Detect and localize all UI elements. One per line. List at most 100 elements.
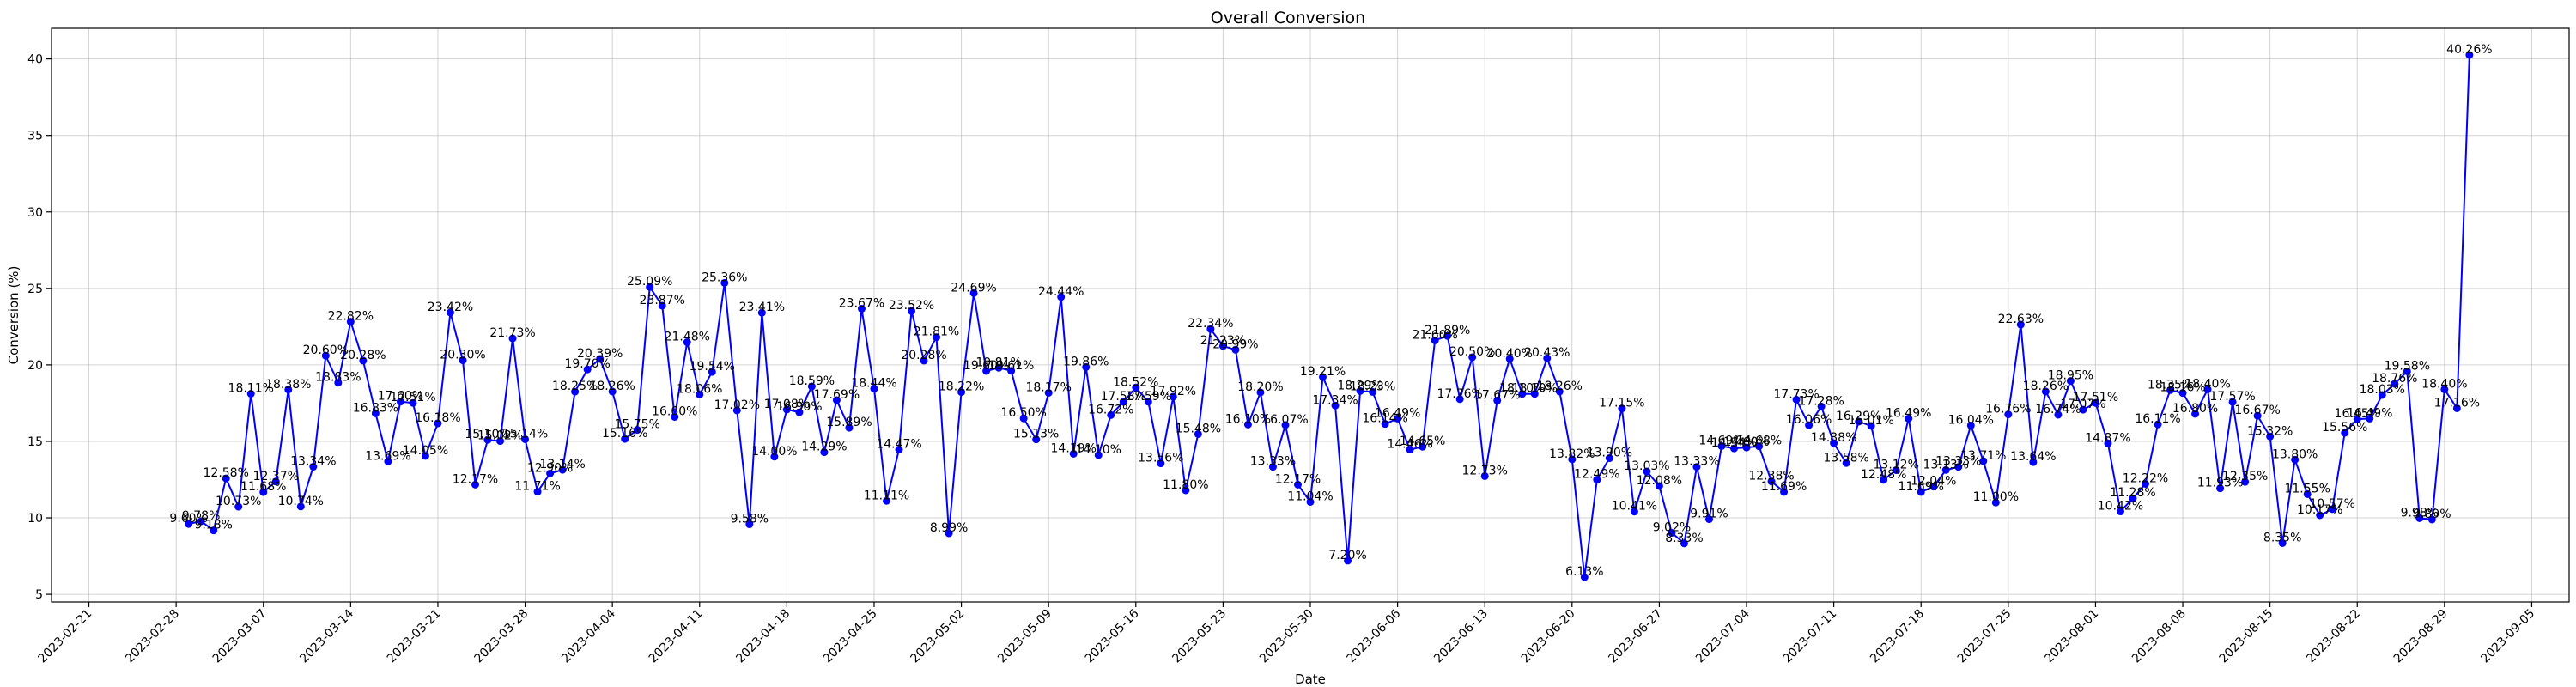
data-label: 15.10%: [465, 428, 510, 441]
data-label: 15.13%: [1013, 428, 1059, 441]
data-point: [1767, 477, 1776, 486]
data-point: [683, 338, 691, 347]
data-point: [2216, 484, 2225, 493]
data-label: 18.17%: [1025, 380, 1071, 394]
grid: [52, 28, 2569, 602]
data-label: 11.68%: [240, 480, 286, 494]
x-tick-label: 2023-04-25: [821, 607, 880, 666]
series-conversion: [185, 51, 2474, 581]
data-point: [1182, 486, 1190, 495]
data-label: 18.23%: [1350, 380, 1395, 393]
data-label: 13.33%: [1935, 455, 1981, 469]
data-label: 20.30%: [440, 349, 485, 362]
data-label: 18.26%: [589, 380, 635, 393]
data-label: 18.95%: [2048, 369, 2093, 383]
data-label: 15.56%: [2322, 421, 2367, 435]
data-label: 13.03%: [1624, 459, 1669, 473]
y-tick-label: 20: [27, 359, 43, 373]
data-label: 9.02%: [1653, 520, 1691, 534]
x-tick-label: 2023-05-23: [1170, 607, 1229, 666]
data-label: 21.60%: [1412, 328, 1457, 342]
data-point: [1605, 454, 1613, 463]
data-label: 23.41%: [739, 301, 785, 314]
y-tick-label: 40: [27, 53, 43, 67]
data-point: [2403, 367, 2411, 375]
y-tick-label: 10: [27, 512, 43, 526]
data-point: [1880, 476, 1888, 484]
data-point: [2378, 391, 2386, 399]
data-point: [745, 520, 754, 529]
data-point: [1344, 556, 1352, 565]
data-point: [2427, 515, 2436, 524]
data-label: 16.06%: [1786, 413, 1832, 427]
data-point: [571, 387, 580, 396]
data-label: 11.55%: [2284, 482, 2330, 495]
x-tick-label: 2023-07-25: [1955, 607, 2014, 666]
x-tick-label: 2023-07-18: [1868, 607, 1927, 666]
data-label: 19.86%: [1063, 355, 1109, 368]
data-point: [1805, 421, 1814, 429]
data-label: 11.28%: [2110, 486, 2155, 500]
x-tick-label: 2023-08-15: [2217, 607, 2276, 666]
x-tick-label: 2023-04-18: [733, 607, 793, 666]
data-point: [2166, 386, 2175, 394]
data-point: [2203, 385, 2212, 393]
data-point: [1094, 451, 1103, 459]
data-point: [296, 502, 305, 511]
data-point: [1979, 457, 1988, 465]
data-label: 10.74%: [278, 495, 324, 508]
data-label: 12.22%: [2123, 471, 2168, 485]
data-point: [1742, 443, 1751, 452]
data-point: [421, 452, 429, 460]
data-point: [1132, 383, 1140, 392]
data-label: 8.99%: [930, 521, 968, 535]
data-point: [770, 453, 779, 461]
data-label: 16.49%: [1886, 406, 1931, 420]
data-label: 16.04%: [1948, 413, 1994, 427]
data-point: [1917, 488, 1925, 496]
data-point: [1704, 515, 1713, 524]
data-label: 13.34%: [290, 455, 336, 469]
data-label: 15.32%: [2247, 424, 2293, 438]
data-label: 12.38%: [1748, 470, 1794, 483]
data-label: 19.60%: [963, 359, 1009, 373]
data-label: 9.89%: [2413, 508, 2451, 521]
x-tick-label: 2023-06-20: [1519, 607, 1578, 666]
y-tick-label: 5: [35, 588, 43, 602]
data-point: [1381, 420, 1389, 429]
data-label: 16.07%: [1262, 413, 1308, 427]
data-point: [1505, 355, 1514, 363]
data-label: 24.69%: [951, 281, 996, 295]
data-label: 11.11%: [864, 489, 909, 502]
data-label: 12.37%: [253, 470, 299, 483]
data-label: 13.90%: [1587, 447, 1632, 460]
data-point: [845, 423, 854, 432]
data-label: 18.35%: [2148, 378, 2193, 392]
data-point: [1231, 345, 1240, 354]
data-label: 19.81%: [975, 356, 1021, 369]
data-label: 16.01%: [1848, 414, 1893, 428]
data-point: [1019, 414, 1028, 423]
data-label: 14.87%: [2085, 431, 2130, 445]
data-point: [969, 289, 978, 297]
data-label: 11.00%: [1973, 490, 2019, 504]
data-point: [2066, 377, 2075, 386]
data-label: 19.58%: [2385, 359, 2430, 373]
data-point: [1855, 417, 1863, 426]
data-point: [1431, 336, 1439, 344]
data-point: [1107, 410, 1115, 419]
data-point: [384, 457, 392, 465]
data-label: 23.67%: [839, 297, 884, 311]
data-label: 16.14%: [1362, 412, 1407, 426]
data-label: 11.69%: [1761, 480, 1807, 494]
data-point: [1419, 442, 1427, 451]
x-tick-label: 2023-07-11: [1781, 607, 1840, 666]
plot-frame: [51, 27, 2570, 603]
data-label: 16.67%: [2234, 404, 2280, 417]
data-label: 14.65%: [1400, 435, 1445, 448]
data-label: 16.60%: [652, 404, 697, 418]
x-tick-label: 2023-08-29: [2391, 607, 2451, 666]
data-point: [1268, 463, 1277, 471]
data-label: 14.05%: [403, 444, 448, 458]
data-label: 13.33%: [1250, 455, 1296, 469]
